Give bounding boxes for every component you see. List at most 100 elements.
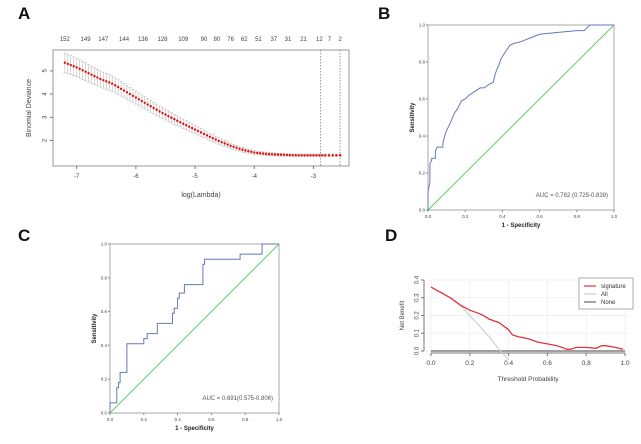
panel-d-signature-line <box>430 286 624 350</box>
panel-a-point <box>324 154 327 157</box>
panel-d-legend-label: None <box>601 300 616 306</box>
panel-label-d: D <box>385 226 398 245</box>
panel-c-y-tick-label: 1.0 <box>101 242 108 247</box>
panel-a-top-label: 152 <box>60 37 71 43</box>
panel-a-top-label: 90 <box>201 37 208 43</box>
panel-c-roc-curve <box>109 243 279 413</box>
panel-a-point <box>176 119 179 122</box>
panel-a-point <box>99 77 102 81</box>
panel-a-point <box>90 73 93 76</box>
panel-c-xlabel: 1 - Specificity <box>175 426 214 432</box>
panel-a-point <box>93 74 96 78</box>
panel-a-point <box>259 152 262 155</box>
panel-c-y-tick-label: 0.4 <box>101 343 108 348</box>
panel-c-x-tick-label: 0.6 <box>208 417 215 422</box>
panel-a-x-tick-label: -4 <box>252 174 258 180</box>
panel-a-x-tick-label: -7 <box>74 174 80 180</box>
panel-a-point <box>321 154 324 157</box>
panel-d-x-tick-label: 0.2 <box>465 360 474 367</box>
panel-a-point <box>256 151 259 155</box>
panel-a-point <box>81 69 84 72</box>
panel-a-point <box>125 91 129 94</box>
panel-a-point <box>155 108 158 111</box>
panel-a-point <box>179 121 182 124</box>
panel-a-point <box>63 61 67 64</box>
panel-d-y-tick-label: 0.3 <box>415 293 421 302</box>
panel-a-point <box>113 84 117 87</box>
panel-a-point <box>122 89 126 92</box>
panel-c-y-tick-label: 0.8 <box>101 275 108 280</box>
panel-a-point <box>291 153 294 157</box>
panel-a-top-label: 21 <box>300 37 307 43</box>
panel-a-point <box>182 122 185 125</box>
panel-a-point <box>102 78 105 82</box>
panel-a-top-label: 2 <box>338 37 342 43</box>
panel-a-point <box>167 114 170 118</box>
panel-a-point <box>229 144 232 148</box>
panel-d-x-tick-label: 0.4 <box>504 360 513 367</box>
panel-a-point <box>149 105 152 108</box>
panel-a-y-tick-label: 5 <box>43 69 49 73</box>
panel-a-point <box>335 154 338 157</box>
panel-a-point <box>331 154 334 157</box>
panel-a-point <box>202 132 206 136</box>
panel-a-point <box>232 145 235 149</box>
panel-a-point <box>87 72 90 75</box>
panel-label-b: B <box>378 4 391 23</box>
panel-a-point <box>318 154 321 157</box>
panel-a-point <box>75 66 78 69</box>
panel-a-point <box>223 142 226 145</box>
panel-a-xlabel: log(Lambda) <box>181 192 220 199</box>
panel-b-y-tick-label: 0.6 <box>419 97 426 102</box>
panel-a-point <box>238 147 241 150</box>
panel-b-frame <box>427 24 615 211</box>
panel-c-y-tick-label: 0.0 <box>101 411 108 416</box>
panel-b-y-tick-label: 1.0 <box>419 23 426 28</box>
panel-a-point <box>66 62 70 66</box>
panel-a-point <box>244 149 247 152</box>
panel-d-xlabel: Threshold Probability <box>497 376 559 383</box>
panel-a-point <box>267 152 271 156</box>
panel-c-x-tick-label: 0.8 <box>242 417 249 422</box>
panel-a-top-label: 128 <box>158 37 169 43</box>
panel-a-ylabel: Binomial Deviance <box>26 79 33 137</box>
panel-a-point <box>264 152 268 156</box>
panel-c-x-tick-label: 0.0 <box>107 417 114 422</box>
panel-a-top-label: 147 <box>98 37 109 43</box>
panel-a-point <box>294 154 297 157</box>
panel-d-y-tick-label: 0.2 <box>415 311 421 320</box>
panel-d-legend-label: signature <box>601 284 626 290</box>
panel-b-auc-annotation: AUC = 0.782 (0.725-0.839) <box>536 193 608 199</box>
panel-c-ylabel: Sensitivity <box>92 313 98 344</box>
panel-d-x-tick-label: 0.8 <box>582 360 591 367</box>
panel-a-point <box>173 118 176 121</box>
panel-b-ylabel: Sensitivity <box>410 102 416 133</box>
panel-a-x-tick-label: -5 <box>192 174 198 180</box>
panel-b-roc-curve <box>427 24 614 210</box>
panel-a-point <box>300 154 303 157</box>
panel-label-a: A <box>18 4 31 23</box>
panel-a-point <box>250 150 253 154</box>
panel-a-point <box>288 153 291 157</box>
panel-c-x-tick-label: 1.0 <box>276 417 283 422</box>
panel-a-point <box>84 70 87 73</box>
panel-c-x-tick-label: 0.2 <box>141 417 148 422</box>
panel-b-y-tick-label: 0.4 <box>419 134 426 139</box>
panel-a-x-tick-label: -6 <box>133 174 139 180</box>
panel-a-point <box>78 67 81 71</box>
panel-a-point <box>116 85 120 89</box>
panel-a-point <box>161 111 164 115</box>
panel-a-point <box>111 82 114 85</box>
panel-a-point <box>190 126 194 130</box>
panel-c-x-tick-label: 0.4 <box>174 417 181 422</box>
panel-a-point <box>253 151 256 154</box>
panel-d-x-tick-label: 0.0 <box>426 360 435 367</box>
panel-d-x-tick-label: 1.0 <box>620 360 629 367</box>
panel-a-y-tick-label: 2 <box>43 138 49 142</box>
panel-a-point <box>164 113 167 116</box>
panel-a-point <box>128 92 132 96</box>
panel-b-x-tick-label: 0.6 <box>536 214 543 219</box>
panel-d-ylabel: Net Benefit <box>400 300 406 330</box>
panel-b-x-tick-label: 1.0 <box>611 214 618 219</box>
panel-a-point <box>338 154 342 157</box>
